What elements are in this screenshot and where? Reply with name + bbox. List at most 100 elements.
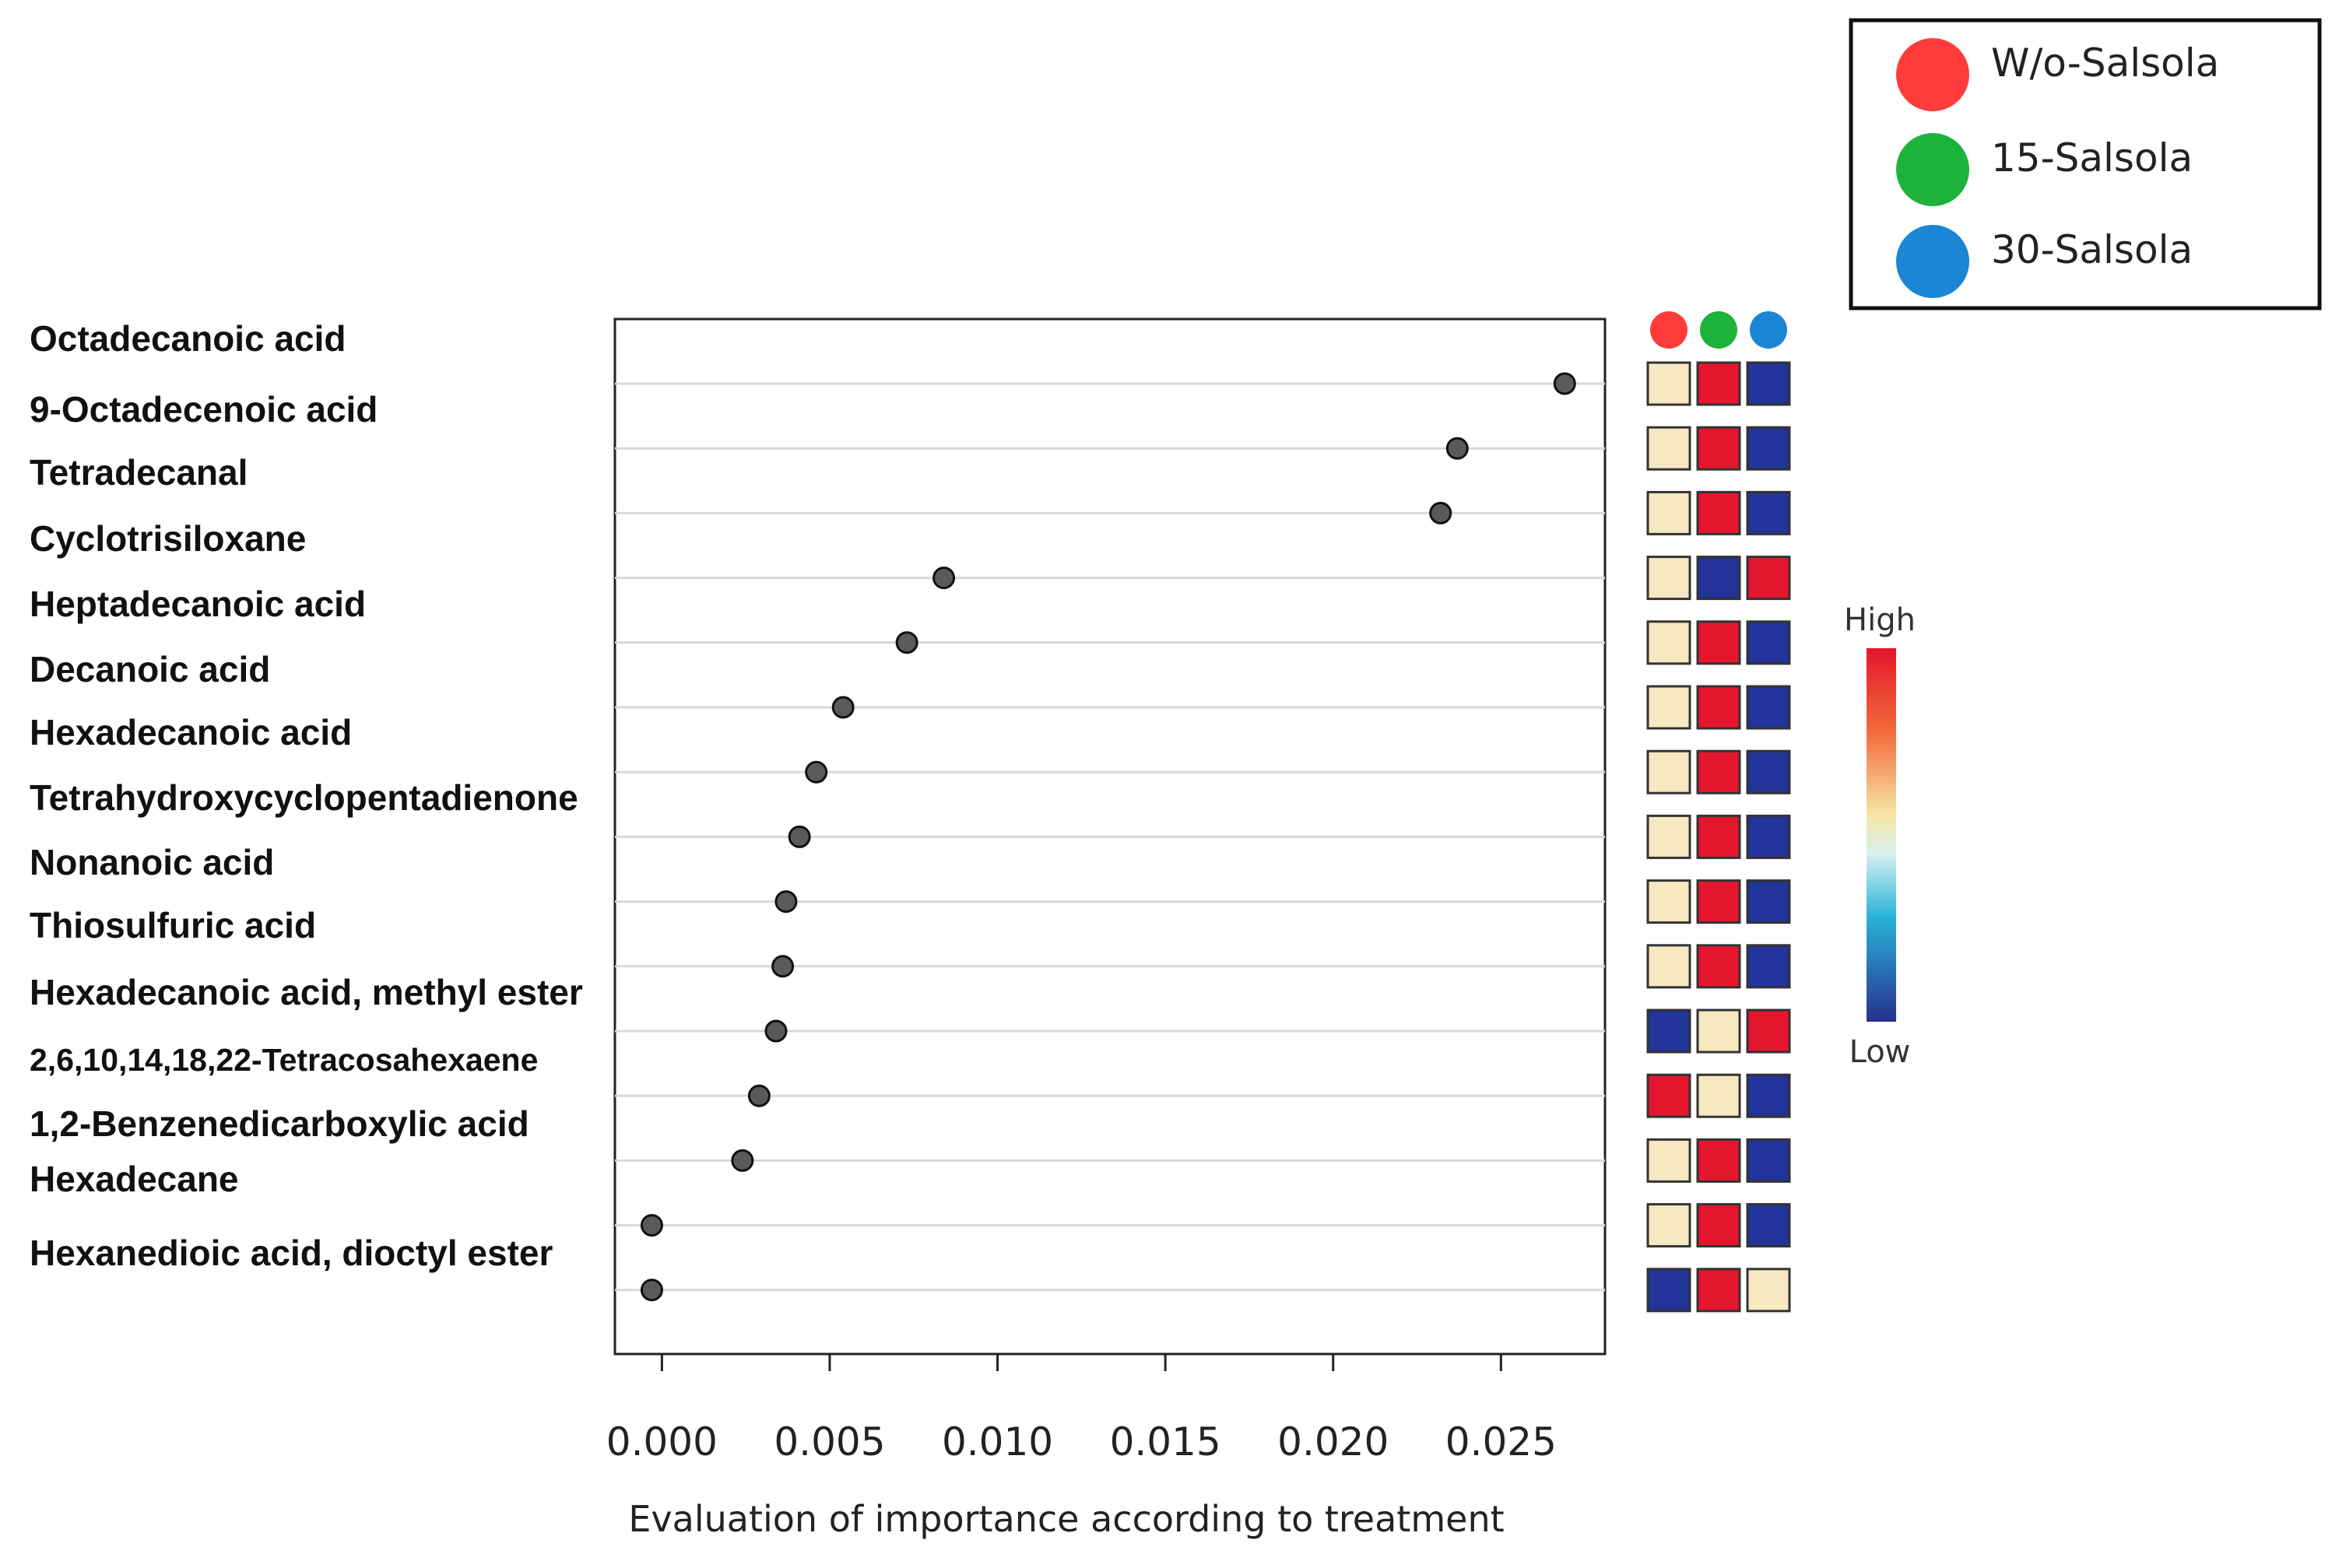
metabolite-label: Hexadecanoic acid (30, 712, 352, 752)
x-tick-label: 0.015 (1110, 1419, 1221, 1465)
heatmap-cell (1746, 620, 1791, 665)
heatmap-cell (1646, 1268, 1691, 1313)
data-point (640, 1279, 663, 1302)
x-tick-label: 0.000 (606, 1419, 718, 1465)
heatmap-cell (1696, 1268, 1741, 1313)
color-scale-high-label: High (1844, 602, 1916, 638)
metabolite-label: 9-Octadecenoic acid (30, 389, 378, 430)
data-point (805, 760, 828, 784)
legend-label: W/o-Salsola (1991, 40, 2219, 86)
data-point (731, 1149, 754, 1172)
data-point (1445, 437, 1469, 460)
heatmap-cell (1696, 1073, 1741, 1118)
data-point (895, 631, 918, 654)
treatment-indicator-dot (1650, 311, 1688, 349)
heatmap-cell (1746, 879, 1791, 924)
data-point (747, 1084, 771, 1107)
data-point (1553, 372, 1576, 395)
heatmap-cell (1696, 814, 1741, 859)
heatmap-cell (1696, 944, 1741, 989)
treatment-header (1650, 311, 1787, 349)
heatmap-cell (1646, 556, 1691, 601)
heatmap-cell (1696, 426, 1741, 471)
heatmap-cell (1696, 490, 1741, 535)
heatmap-cell (1646, 620, 1691, 665)
color-scale-bar (1867, 648, 1896, 1022)
data-point (640, 1214, 663, 1237)
legend-label: 15-Salsola (1991, 135, 2193, 181)
metabolite-label: Hexadecanoic acid, methyl ester (30, 972, 583, 1012)
heatmap-cell (1646, 361, 1691, 406)
heatmap-cell (1746, 1138, 1791, 1183)
metabolite-label: Octadecanoic acid (30, 318, 346, 359)
x-tick-label: 0.025 (1445, 1419, 1557, 1465)
heatmap-cell (1646, 685, 1691, 730)
metabolite-label: 2,6,10,14,18,22-Tetracosahexaene (30, 1042, 538, 1078)
metabolite-label: Hexadecane (30, 1159, 239, 1199)
heatmap-cell (1746, 361, 1791, 406)
data-point (774, 890, 798, 914)
heatmap-cell (1646, 426, 1691, 471)
data-point (788, 825, 811, 848)
heatmap-cell (1746, 749, 1791, 795)
heatmap-cell (1646, 490, 1691, 535)
metabolite-label: Decanoic acid (30, 649, 270, 689)
data-point (764, 1019, 788, 1043)
data-point (1429, 501, 1452, 524)
heatmap-cell (1646, 1203, 1691, 1248)
treatment-indicator-dot (1700, 311, 1737, 349)
metabolite-label: Heptadecanoic acid (30, 584, 366, 624)
metabolite-labels: Octadecanoic acid 9-Octadecenoic acid Tetr… (30, 318, 583, 1273)
heatmap-cell (1696, 556, 1741, 601)
heatmap-cell (1646, 879, 1691, 924)
metabolite-label: Hexanedioic acid, dioctyl ester (30, 1233, 553, 1273)
metabolite-label: Tetrahydroxycyclopentadienone (30, 777, 578, 818)
legend: W/o-Salsola 15-Salsola 30-Salsola (1849, 18, 2322, 310)
color-scale-low-label: Low (1849, 1034, 1911, 1070)
data-points (640, 372, 1576, 1302)
heatmap-cell (1746, 814, 1791, 859)
data-point (771, 955, 795, 978)
heatmap-cell (1746, 1203, 1791, 1248)
heatmap-cell (1746, 1268, 1791, 1313)
legend-marker (1896, 225, 1969, 298)
metabolite-label: Thiosulfuric acid (30, 905, 316, 945)
metabolite-label: 1,2-Benzenedicarboxylic acid (30, 1103, 529, 1144)
heatmap-cell (1746, 556, 1791, 601)
heatmap-cell (1696, 685, 1741, 730)
heatmap-cell (1696, 1009, 1741, 1054)
x-axis: 0.000 0.005 0.010 0.015 0.020 0.025 (606, 1354, 1557, 1465)
heatmap-cell (1746, 685, 1791, 730)
heatmap-cell (1646, 814, 1691, 859)
legend-marker (1896, 38, 1969, 111)
heatmap-cell (1646, 1138, 1691, 1183)
metabolite-label: Tetradecanal (30, 452, 248, 493)
heatmap-cell (1646, 1073, 1691, 1118)
heatmap-cell (1746, 490, 1791, 535)
metabolite-label: Nonanoic acid (30, 842, 274, 882)
heatmap-cell (1696, 620, 1741, 665)
heatmap-cell (1746, 426, 1791, 471)
heatmap-cell (1696, 1138, 1741, 1183)
data-point (932, 567, 956, 590)
treatment-heatmap (1646, 361, 1791, 1313)
heatmap-cell (1646, 749, 1691, 795)
heatmap-cell (1746, 1009, 1791, 1054)
heatmap-cell (1746, 944, 1791, 989)
heatmap-cell (1646, 1009, 1691, 1054)
heatmap-cell (1696, 749, 1741, 795)
heatmap-cell (1696, 879, 1741, 924)
legend-label: 30-Salsola (1991, 227, 2193, 272)
x-tick-label: 0.005 (774, 1419, 885, 1465)
metabolite-label: Cyclotrisiloxane (30, 518, 306, 559)
legend-marker (1896, 133, 1969, 206)
heatmap-cell (1696, 361, 1741, 406)
color-scale: High Low (1844, 602, 1916, 1070)
heatmap-cell (1696, 1203, 1741, 1248)
x-axis-title: Evaluation of importance according to tr… (628, 1498, 1504, 1540)
data-point (831, 696, 855, 719)
heatmap-cell (1746, 1073, 1791, 1118)
x-tick-label: 0.020 (1277, 1419, 1389, 1465)
heatmap-cell (1646, 944, 1691, 989)
